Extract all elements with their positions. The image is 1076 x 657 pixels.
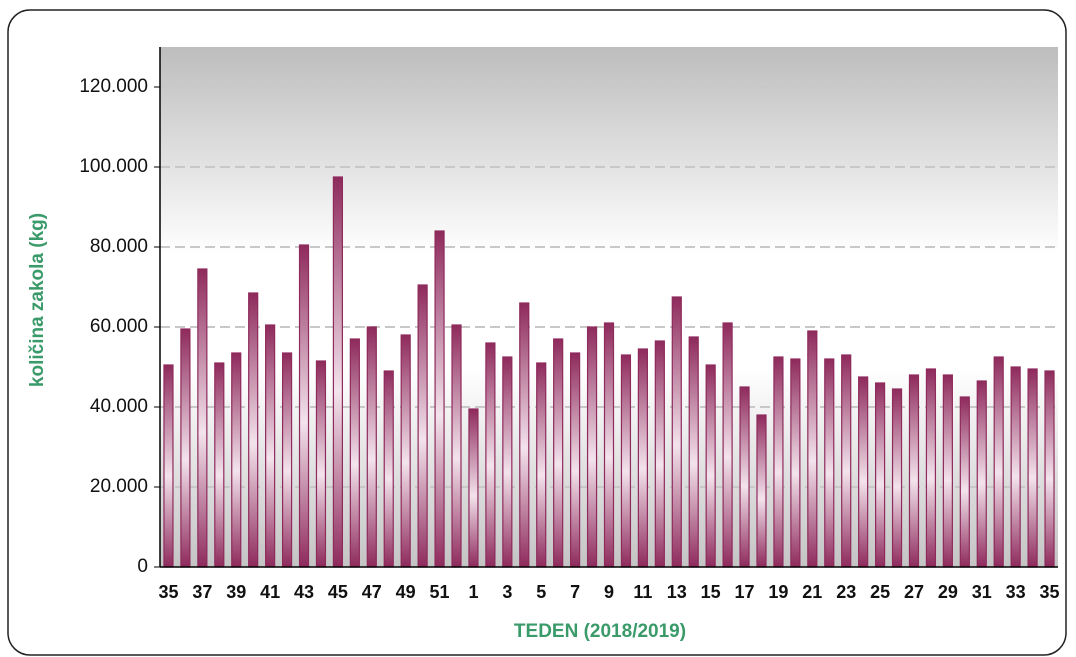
x-tick-label: 31 [972,582,992,602]
x-tick-label: 29 [938,582,958,602]
bar [468,408,479,568]
bar [739,386,750,568]
x-tick-label: 21 [802,582,822,602]
y-tick-label: 0 [137,556,148,577]
x-tick-label: 11 [633,582,652,602]
bar [298,244,310,568]
x-tick-label: 49 [396,582,416,602]
bar [620,354,632,568]
bar [231,352,242,568]
bar [197,268,208,568]
bar [315,360,327,568]
bar [654,340,665,568]
bar [824,358,835,568]
bar [586,326,598,568]
x-tick-label: 19 [768,582,788,602]
bar [417,284,428,568]
bar [349,338,360,568]
x-tick-label: 43 [294,582,314,602]
bar [434,230,445,568]
bar [908,374,920,568]
y-tick-label: 100.000 [79,156,148,177]
bar [332,176,344,568]
bar [366,326,377,568]
bar [163,364,174,568]
bar [265,324,276,568]
bar [519,302,530,568]
bar [959,396,970,568]
x-tick-label: 13 [667,582,687,602]
bar [451,324,462,568]
bar [400,334,411,568]
x-tick-label: 45 [328,582,348,602]
x-axis-label: TEDEN (2018/2019) [514,621,686,642]
bar [485,342,496,568]
y-tick-label: 20.000 [90,476,148,497]
bar [383,370,394,568]
bar [891,388,903,568]
bar [773,356,784,568]
bar [536,362,547,568]
bar [858,376,869,568]
bar [1010,366,1021,568]
bar [553,338,564,568]
bar [925,368,937,568]
y-tick-label: 40.000 [90,396,148,417]
x-tick-label: 35 [158,582,178,602]
bar [942,374,953,568]
x-tick-label: 27 [904,582,924,602]
bar [722,322,733,568]
bar [671,296,682,568]
x-tick-label: 17 [735,582,755,602]
x-tick-label: 23 [836,582,856,602]
x-tick-label: 25 [870,582,890,602]
x-tick-label: 47 [362,582,382,602]
bar [993,356,1004,568]
x-tick-label: 1 [468,582,478,602]
bar [756,414,767,568]
bar [976,380,987,568]
y-axis-label: količina zakola (kg) [27,213,48,387]
bar [874,382,886,568]
x-tick-label: 3 [502,582,512,602]
bar [281,352,293,568]
bar [790,358,801,568]
y-tick-label: 60.000 [90,316,148,337]
bar [807,330,818,568]
x-tick-label: 33 [1006,582,1026,602]
bar [841,354,852,568]
x-tick-label: 5 [536,582,546,602]
x-tick-label: 35 [1040,582,1060,602]
bar [1027,368,1038,568]
x-tick-label: 41 [260,582,280,602]
bar [1044,370,1055,568]
bar [637,348,648,568]
x-tick-label: 51 [430,582,450,602]
bar [214,362,225,568]
bar [180,328,191,568]
x-tick-label: 37 [192,582,212,602]
x-tick-label: 39 [226,582,246,602]
bar [502,356,513,568]
bar [705,364,716,568]
x-tick-label: 9 [604,582,614,602]
bar [688,336,699,568]
bar [603,322,615,568]
x-tick-label: 7 [570,582,580,602]
y-tick-label: 80.000 [90,236,148,257]
y-tick-label: 120.000 [79,76,148,97]
bar [570,352,581,568]
bar [248,292,259,568]
x-tick-label: 15 [701,582,721,602]
